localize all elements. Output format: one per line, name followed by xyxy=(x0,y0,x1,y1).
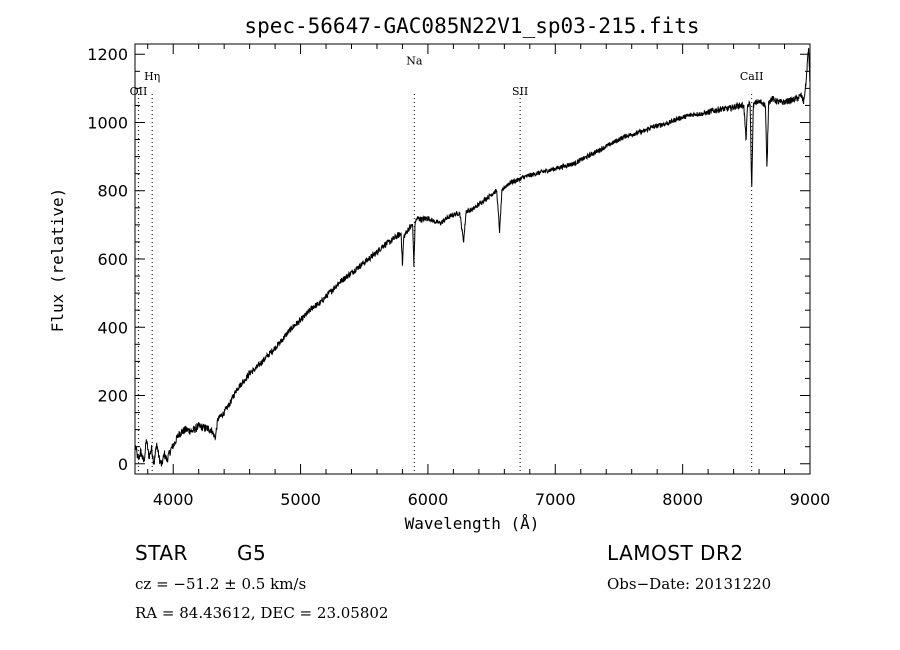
y-tick-label: 600 xyxy=(97,250,128,269)
y-tick-label: 800 xyxy=(97,182,128,201)
coordinates-text: RA = 84.43612, DEC = 23.05802 xyxy=(135,604,389,622)
x-tick-label: 9000 xyxy=(790,490,831,509)
y-tick-label: 200 xyxy=(97,387,128,406)
marker-label-oii: OII xyxy=(130,85,148,98)
chart-title: spec-56647-GAC085N22V1_sp03-215.fits xyxy=(244,14,699,38)
survey-label: LAMOST DR2 xyxy=(607,541,744,565)
y-tick-label: 1200 xyxy=(87,45,128,64)
x-axis-label: Wavelength (Å) xyxy=(405,514,540,533)
marker-label-caii: CaII xyxy=(740,70,764,83)
plot-frame xyxy=(134,43,811,475)
x-tick-label: 6000 xyxy=(408,490,449,509)
axis-ticks: 4000 5000 6000 7000 8000 9000 0 200 400 600 800 100… xyxy=(87,44,830,509)
y-axis-label: Flux (relative) xyxy=(48,188,67,333)
marker-label-sii: SII xyxy=(512,85,528,98)
x-tick-label: 8000 xyxy=(662,490,703,509)
obs-date-text: Obs−Date: 20131220 xyxy=(607,575,772,593)
x-tick-label: 7000 xyxy=(535,490,576,509)
y-tick-label: 0 xyxy=(118,455,128,474)
object-subclass-label: G5 xyxy=(237,541,267,565)
flux-series-line xyxy=(135,48,811,467)
object-class-label: STAR xyxy=(135,541,188,565)
line-markers: OII Hη Na SII CaII xyxy=(130,54,764,474)
redshift-text: cz = −51.2 ± 0.5 km/s xyxy=(135,575,307,593)
x-tick-label: 5000 xyxy=(280,490,321,509)
marker-label-heta: Hη xyxy=(144,70,160,83)
y-tick-label: 400 xyxy=(97,318,128,337)
x-tick-label: 4000 xyxy=(153,490,194,509)
marker-label-na: Na xyxy=(406,54,423,67)
y-tick-label: 1000 xyxy=(87,113,128,132)
